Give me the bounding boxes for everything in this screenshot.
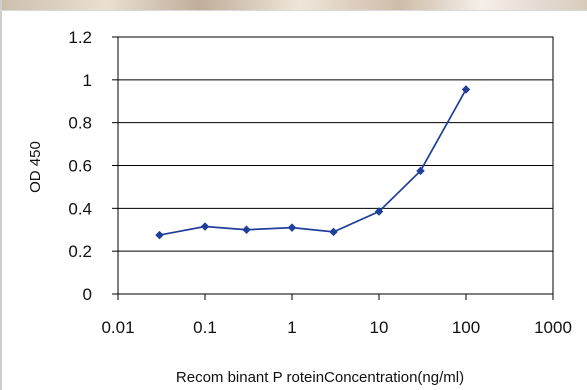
data-point-0 [155, 230, 164, 240]
data-point-4 [329, 227, 338, 237]
y-axis-title: OD 450 [27, 141, 44, 193]
grid-lines [118, 36, 553, 252]
data-point-7 [461, 85, 471, 94]
y-tick-label: 0.6 [68, 157, 92, 176]
top-frame-line [0, 10, 587, 11]
left-edge-line [0, 0, 2, 390]
data-point-2 [242, 225, 251, 235]
data-series [155, 85, 471, 240]
y-tick-label: 0 [83, 285, 92, 304]
x-tick-label: 1000 [534, 318, 572, 337]
data-point-5 [374, 207, 384, 216]
data-point-3 [287, 223, 297, 232]
x-tick-label: 0.1 [193, 318, 217, 337]
x-tick-label: 100 [452, 318, 480, 337]
top-background-strip [0, 0, 587, 10]
y-tick-label: 1 [83, 71, 92, 90]
x-tick-label: 10 [370, 318, 389, 337]
x-tick-label: 1 [287, 318, 296, 337]
data-point-6 [416, 166, 425, 176]
data-point-1 [200, 222, 210, 231]
plot-border [117, 36, 554, 295]
series-line [159, 89, 467, 236]
x-tick-label: 0.01 [101, 318, 134, 337]
y-tick-label: 1.2 [68, 28, 92, 47]
axes [112, 36, 554, 300]
chart-labels: 0 0.2 0.4 0.6 0.8 1 1.2 0.01 0.1 1 10 100 1000 OD 450… [27, 28, 572, 386]
y-tick-label: 0.4 [68, 199, 92, 218]
y-tick-label: 0.8 [68, 114, 92, 133]
x-axis-title: Recom binant P roteinConcentration(ng/ml… [176, 369, 464, 386]
y-tick-label: 0.2 [68, 242, 92, 261]
